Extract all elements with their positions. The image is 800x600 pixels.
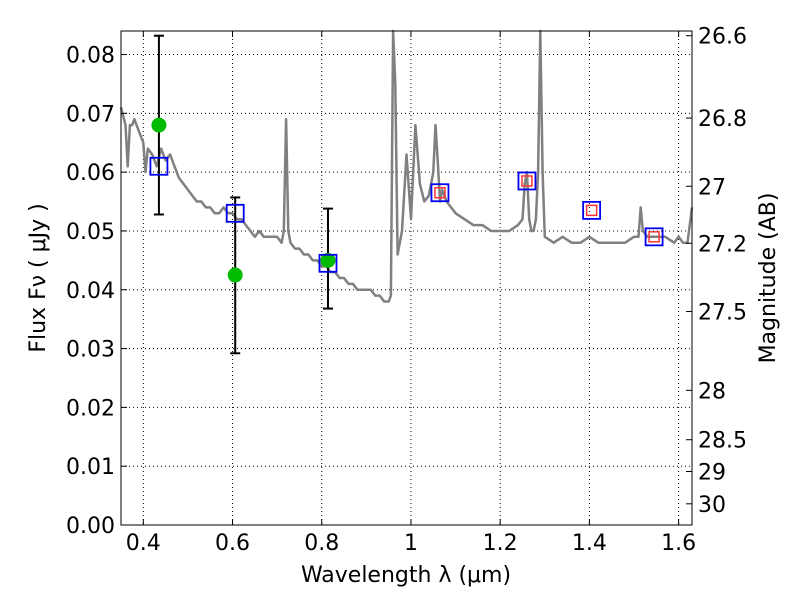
x-axis-ticks: 0.4 0.6 0.8 1 1.2 1.4 1.6 <box>126 31 696 556</box>
x-axis-title: Wavelength λ (μm) <box>301 563 511 588</box>
x-tick-label: 1.4 <box>572 531 607 556</box>
y-tick-label: 0.00 <box>66 514 115 539</box>
observed-points <box>151 117 336 283</box>
model-photometry-point <box>149 156 169 176</box>
right-tick-label: 29 <box>698 460 726 485</box>
x-tick-label: 1.6 <box>661 531 696 556</box>
right-tick-label: 27 <box>698 175 726 200</box>
observed-point <box>320 252 336 268</box>
model-spectrum-line <box>119 29 694 303</box>
model-photometry-point <box>225 203 245 223</box>
y-axis-title: Flux Fν ( μJy ) <box>26 203 51 352</box>
plot-area-background <box>121 31 692 525</box>
right-tick-label: 26.8 <box>698 107 747 132</box>
plot-frame <box>120 30 693 526</box>
model-photometry-points <box>149 156 664 273</box>
model-photometry-point <box>318 253 338 273</box>
x-tick-label: 0.4 <box>126 531 161 556</box>
right-axis-title: Magnitude (AB) <box>756 193 781 364</box>
model-photometry-point <box>517 171 537 191</box>
nir-inner-marker <box>648 231 660 243</box>
nir-inner-marker <box>521 175 533 187</box>
y-tick-label: 0.01 <box>66 455 115 480</box>
right-tick-label: 27.5 <box>698 301 747 326</box>
right-axis-ticks: 26.6 26.8 27 27.2 27.5 28 28.5 29 30 <box>686 25 747 518</box>
right-tick-label: 27.2 <box>698 232 747 257</box>
y-tick-label: 0.05 <box>66 220 115 245</box>
right-tick-label: 26.6 <box>698 25 747 50</box>
model-photometry-point <box>430 183 450 203</box>
model-photometry-point <box>644 227 664 247</box>
observed-point <box>151 117 167 133</box>
nir-inner-marker <box>585 204 598 217</box>
y-tick-label: 0.03 <box>66 338 115 363</box>
nir-inner-marker <box>434 186 446 199</box>
y-axis-ticks: 0.00 0.01 0.02 0.03 0.04 0.05 0.06 0.07 0.08 <box>66 44 127 539</box>
observed-point <box>227 267 243 283</box>
right-tick-label: 30 <box>698 493 726 518</box>
x-tick-label: 0.8 <box>304 531 339 556</box>
x-tick-label: 0.6 <box>215 531 250 556</box>
y-tick-label: 0.02 <box>66 396 115 421</box>
y-tick-label: 0.04 <box>66 279 115 304</box>
y-tick-label: 0.08 <box>66 44 115 69</box>
right-tick-label: 28 <box>698 379 726 404</box>
x-tick-label: 1.2 <box>483 531 518 556</box>
y-tick-label: 0.07 <box>66 102 115 127</box>
y-tick-label: 0.06 <box>66 161 115 186</box>
model-photometry-point <box>582 200 602 220</box>
x-tick-label: 1 <box>404 531 418 556</box>
right-tick-label: 28.5 <box>698 429 747 454</box>
model-spectrum <box>119 29 694 303</box>
